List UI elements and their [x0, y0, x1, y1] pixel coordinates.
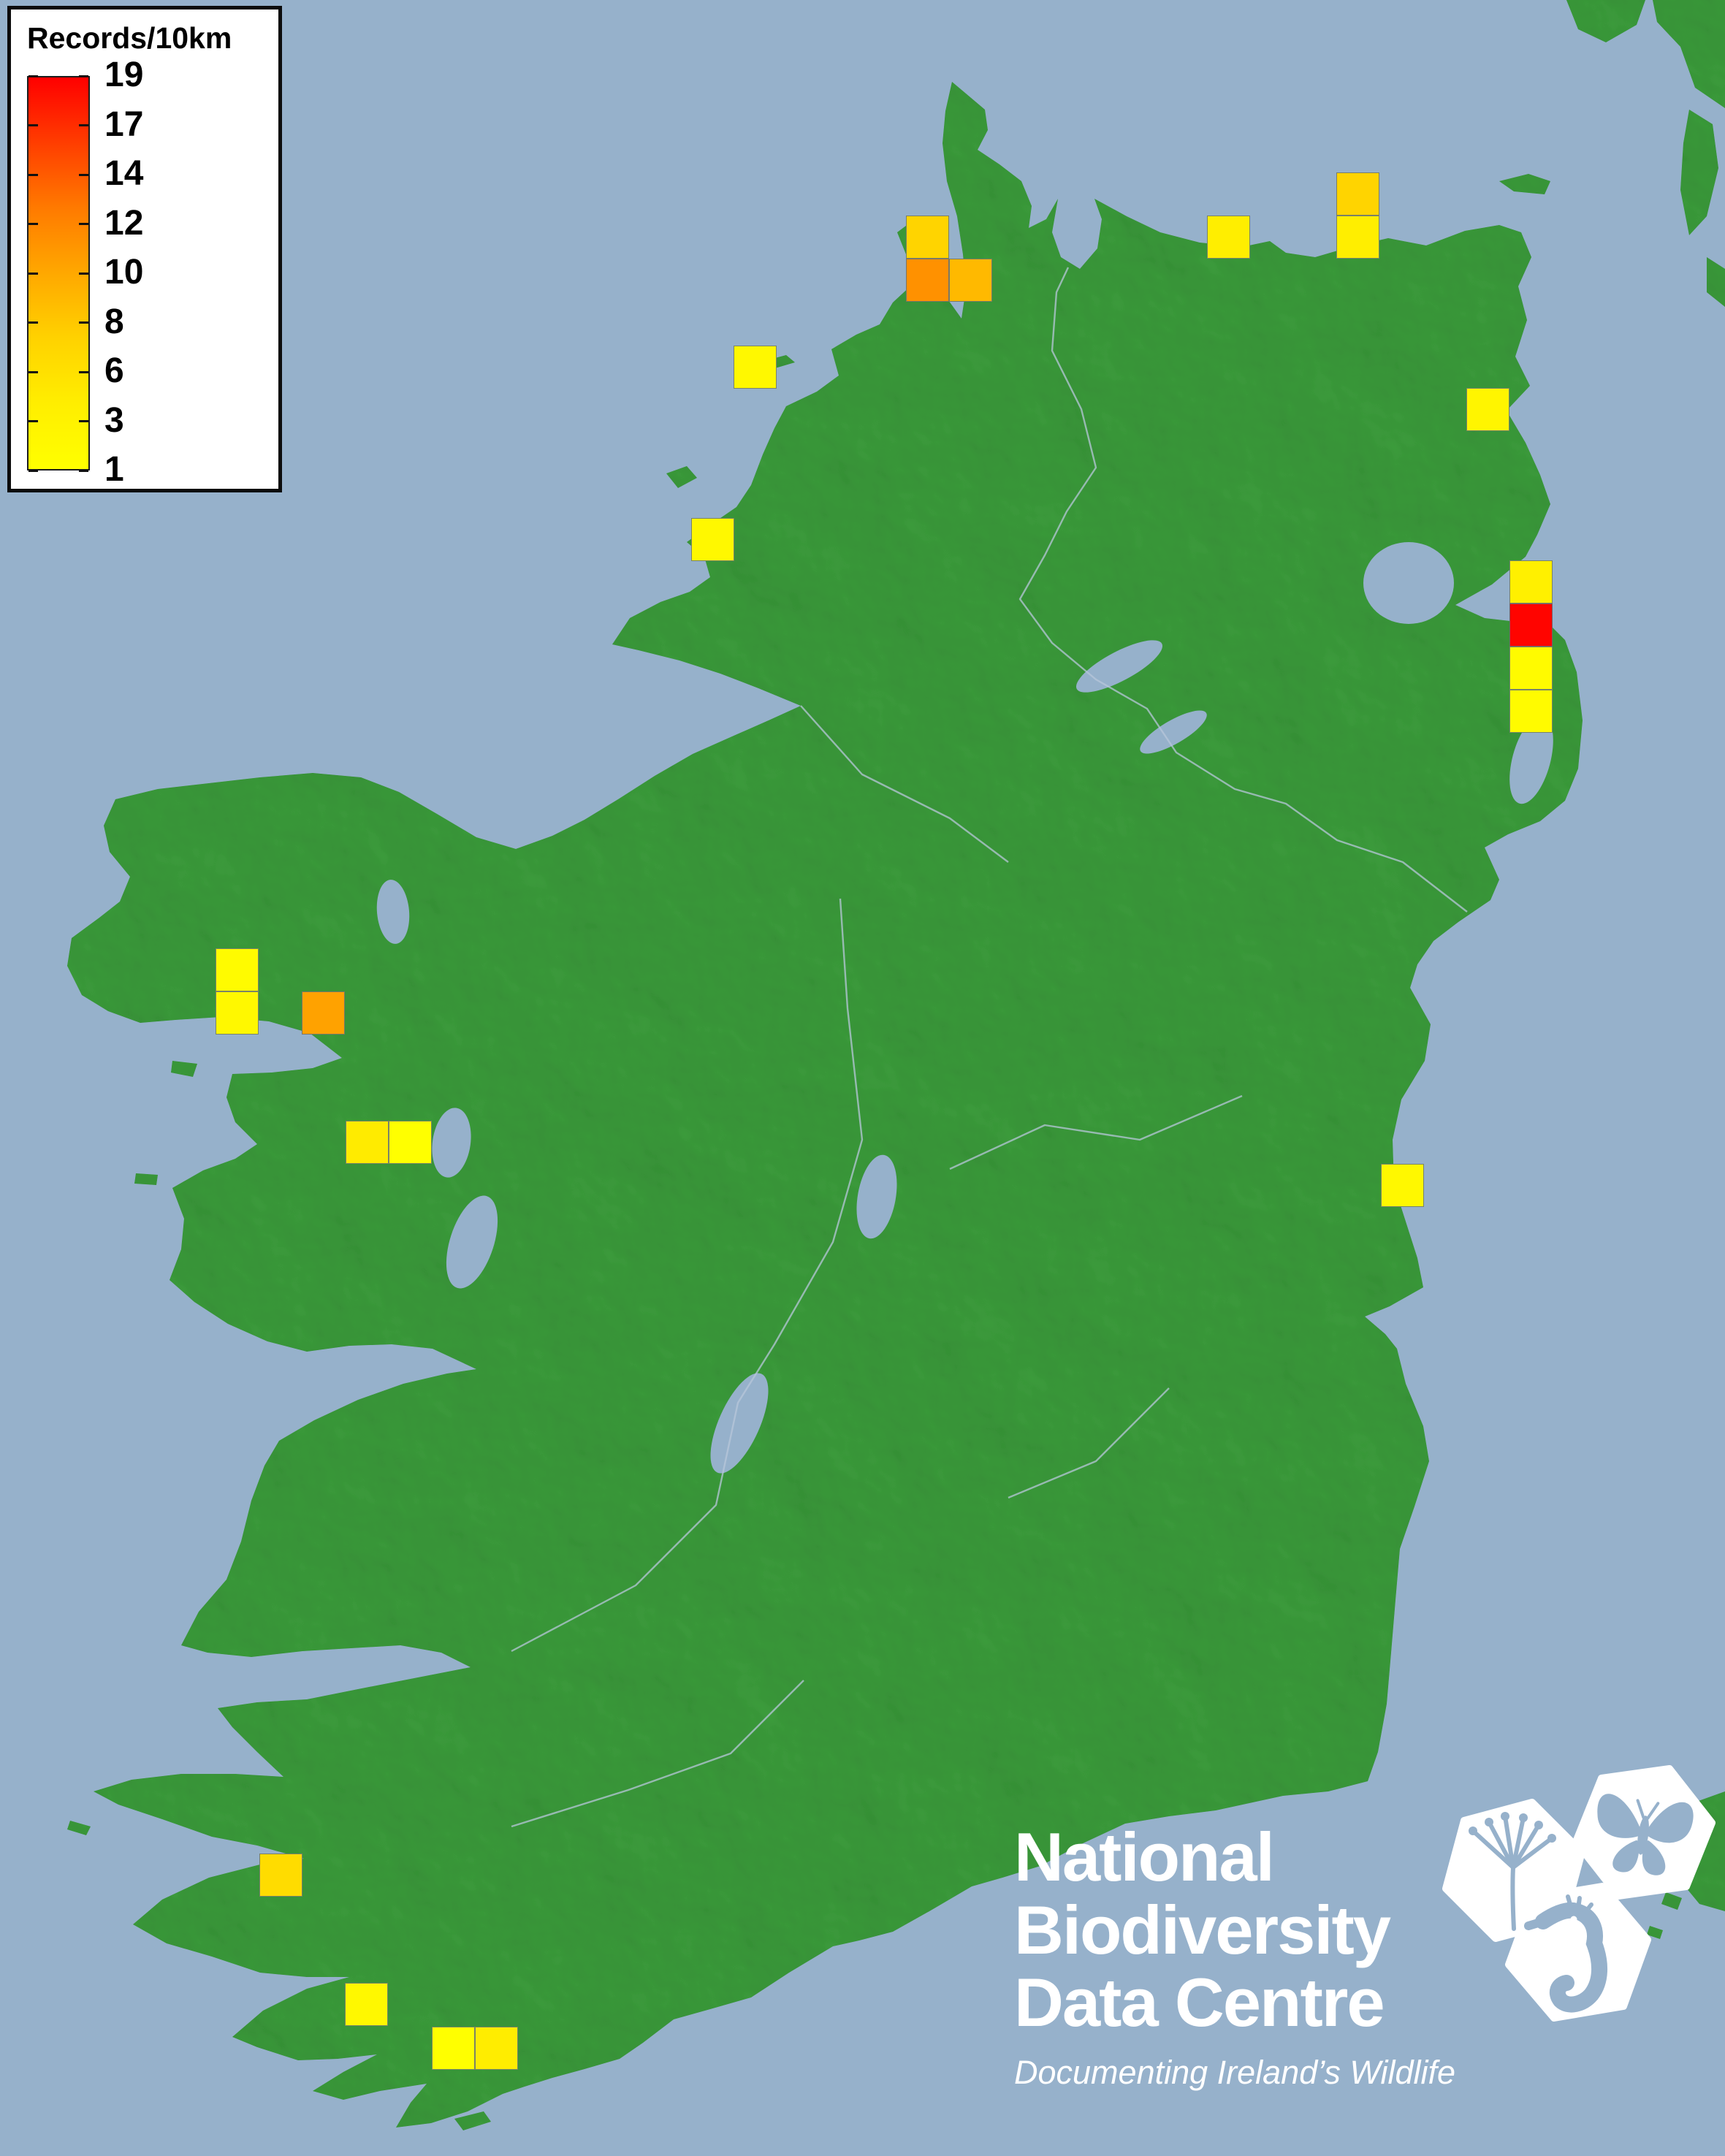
- grid-cell[interactable]: [1509, 647, 1553, 690]
- tick-mark: [28, 370, 38, 373]
- legend-value: 19: [104, 56, 144, 95]
- logo-hexagons: [1442, 1765, 1716, 2022]
- lough-ree: [856, 1154, 897, 1239]
- legend-value: 6: [104, 351, 124, 391]
- lough-neagh: [1363, 542, 1454, 624]
- grid-cell[interactable]: [1509, 690, 1553, 733]
- logo-line-2: Biodiversity: [1014, 1891, 1391, 1968]
- tick-mark: [79, 223, 88, 225]
- tick-mark: [28, 420, 38, 422]
- lough-mask: [432, 1108, 471, 1178]
- ireland-landmass: [67, 82, 1583, 2128]
- tick-mark: [79, 420, 88, 422]
- lough-erne-lower: [1075, 640, 1163, 693]
- legend: Records/10km 19 17 14 12 10 8 6 3 1: [7, 6, 282, 492]
- small-islands: [67, 174, 1550, 2130]
- tick-mark: [79, 321, 88, 324]
- legend-value: 10: [104, 253, 144, 292]
- tick-mark: [28, 321, 38, 324]
- county-boundary: [511, 1680, 804, 1828]
- tick-mark: [28, 75, 38, 77]
- strangford-lough: [1509, 715, 1553, 804]
- tick-mark: [28, 272, 38, 275]
- tick-mark: [79, 75, 88, 77]
- tick-mark: [79, 124, 88, 126]
- legend-value: 12: [104, 203, 144, 243]
- tick-mark: [79, 173, 88, 176]
- grid-cell[interactable]: [389, 1121, 432, 1164]
- plant-icon: [1469, 1812, 1556, 1931]
- grid-cell[interactable]: [906, 259, 949, 302]
- grid-cell[interactable]: [475, 2027, 518, 2070]
- grid-cell[interactable]: [906, 216, 949, 259]
- logo-line-1: National: [1014, 1818, 1275, 1895]
- grid-cell[interactable]: [259, 1854, 302, 1897]
- legend-value: 17: [104, 104, 144, 144]
- grid-cell[interactable]: [1509, 603, 1553, 647]
- legend-value: 1: [104, 450, 124, 490]
- scotland-coast: [1566, 0, 1725, 307]
- county-boundary: [511, 898, 864, 1653]
- grid-cell[interactable]: [1336, 172, 1379, 216]
- tick-mark: [28, 173, 38, 176]
- grid-cell[interactable]: [1466, 388, 1509, 431]
- grid-cell[interactable]: [734, 346, 777, 389]
- lough-corrib: [446, 1195, 498, 1289]
- grid-cell[interactable]: [216, 948, 259, 991]
- ni-border: [1018, 267, 1468, 913]
- tick-mark: [79, 469, 88, 472]
- grid-cell[interactable]: [1509, 560, 1553, 603]
- lakes: [376, 542, 1553, 1474]
- nbdc-logo: National Biodiversity Data Centre Docume…: [1014, 1821, 1455, 2092]
- legend-value: 8: [104, 302, 124, 341]
- logo-tagline: Documenting Ireland’s Wildlife: [1014, 2053, 1456, 2091]
- legend-value: 3: [104, 400, 124, 440]
- tick-mark: [79, 370, 88, 373]
- grid-cell[interactable]: [432, 2027, 475, 2070]
- legend-scale: 19 17 14 12 10 8 6 3 1: [27, 58, 278, 487]
- lough-conn: [376, 880, 410, 944]
- tick-mark: [28, 124, 38, 126]
- tick-mark: [79, 272, 88, 275]
- logo-line-3: Data Centre: [1014, 1964, 1385, 2041]
- lough-derg: [710, 1373, 769, 1474]
- grid-cell[interactable]: [302, 991, 345, 1035]
- grid-cell[interactable]: [1381, 1164, 1424, 1207]
- county-boundary: [1008, 1387, 1170, 1499]
- grid-cell[interactable]: [949, 259, 992, 302]
- grid-cell[interactable]: [691, 518, 734, 561]
- grid-cell[interactable]: [1207, 216, 1250, 259]
- butterfly-icon: [1597, 1794, 1694, 1875]
- grid-cell[interactable]: [216, 991, 259, 1035]
- legend-value: 14: [104, 154, 144, 194]
- seahorse-icon: [1524, 1894, 1608, 2013]
- tick-mark: [28, 223, 38, 225]
- tick-mark: [28, 469, 38, 472]
- lough-erne-upper: [1140, 710, 1207, 754]
- legend-title: Records/10km: [27, 21, 232, 55]
- grid-cell[interactable]: [345, 1983, 388, 2026]
- county-boundary: [800, 705, 1009, 863]
- county-boundaries: [511, 267, 1468, 1828]
- grid-cell[interactable]: [346, 1121, 389, 1164]
- legend-tick-labels: 19 17 14 12 10 8 6 3 1: [27, 58, 278, 487]
- county-boundary: [949, 1094, 1243, 1170]
- grid-cell[interactable]: [1336, 216, 1379, 259]
